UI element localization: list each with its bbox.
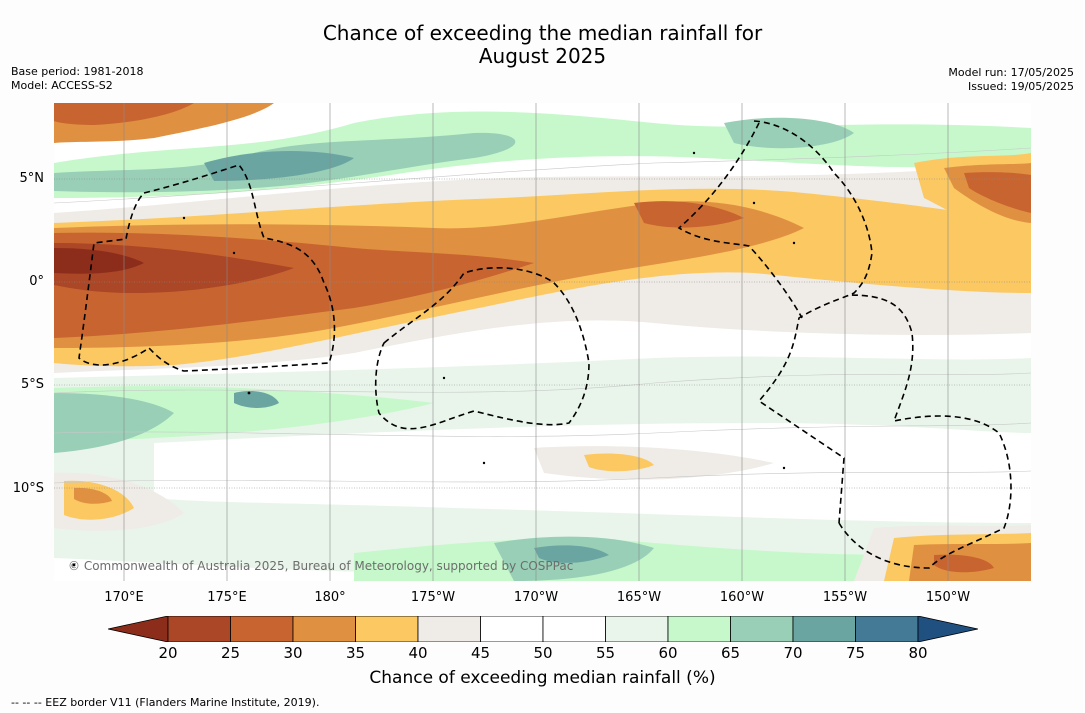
lat-label-10s: 10°S [12,481,44,496]
colorbar-cell [230,616,294,642]
region-yellow-south [584,453,654,472]
rainfall-map [54,103,1031,581]
meta-right: Model run: 17/05/2025 Issued: 19/05/2025 [948,66,1074,94]
map-canvas [54,103,1031,581]
colorbar-tick: 55 [595,644,616,662]
colorbar-tick: 40 [408,644,428,662]
colorbar-cell [355,616,419,642]
colorbar-cell [167,616,231,642]
model-run-text: Model run: 17/05/2025 [948,66,1074,79]
colorbar-tick: 50 [533,644,553,662]
region-rust-ne [964,172,1031,213]
copyright-text: © Commonwealth of Australia 2025, Bureau… [68,559,574,573]
colorbar-tick: 75 [845,644,866,662]
meta-left: Base period: 1981-2018 Model: ACCESS-S2 [11,65,143,93]
region-orange-sw [74,487,112,504]
meridians [123,103,949,581]
lat-label-0: 0° [29,274,44,289]
region-teal-east [724,117,854,149]
colorbar-cell [417,616,481,642]
lon-label-175e: 175°E [207,590,247,605]
region-rust-se [934,554,994,573]
colorbar-cell [855,616,919,642]
colorbar-tick: 20 [158,644,178,662]
colorbar-cell [730,616,794,642]
colorbar-tick: 70 [783,644,803,662]
lon-label-175w: 175°W [410,590,456,605]
colorbar [108,616,978,642]
colorbar-cell [792,616,856,642]
colorbar-tick: 60 [658,644,678,662]
lon-label-165w: 165°W [616,590,662,605]
issued-text: Issued: 19/05/2025 [967,80,1074,93]
lon-label-160w: 160°W [719,590,765,605]
region-teal-dark-bottom [534,545,609,563]
lon-label-155w: 155°W [822,590,868,605]
colorbar-cell [292,616,356,642]
region-rust-central [634,201,744,228]
map-title: Chance of exceeding the median rainfall … [0,22,1085,68]
colorbar-tick: 25 [220,644,241,662]
lat-label-5n: 5°N [19,171,45,186]
colorbar-tick: 30 [283,644,303,662]
region-teal-south-2 [234,391,279,408]
eez-borders [78,120,1012,569]
graticule [54,178,1031,489]
colorbar-extend-high [917,616,978,642]
lon-label-170w: 170°W [513,590,559,605]
contour-lines [54,147,1031,484]
region-darkest-equator [54,248,144,274]
colorbar-label: Chance of exceeding median rainfall (%) [369,668,716,688]
colorbar-extend-low [108,616,169,642]
region-teal-south [54,393,174,453]
lon-label-150w: 150°W [925,590,971,605]
colorbar-tick: 65 [720,644,741,662]
region-teal-dark-north [204,151,354,181]
colorbar-cell [605,616,669,642]
eez-legend-note: -- -- -- EEZ border V11 (Flanders Marine… [11,696,320,709]
lon-label-170e: 170°E [104,590,144,605]
lat-label-5s: 5°S [20,377,44,392]
map-title-line1: Chance of exceeding the median rainfall … [322,21,763,45]
colorbar-cell [667,616,731,642]
colorbar-tick: 80 [908,644,928,662]
base-period-text: Base period: 1981-2018 [11,65,144,78]
lon-label-180: 180° [314,590,346,605]
colorbar-cell [480,616,544,642]
map-title-line2: August 2025 [478,44,607,68]
colorbar-tick: 35 [345,644,366,662]
model-text: Model: ACCESS-S2 [11,79,113,92]
colorbar-cell [542,616,606,642]
island-specks [72,151,796,567]
colorbar-tick: 45 [470,644,491,662]
